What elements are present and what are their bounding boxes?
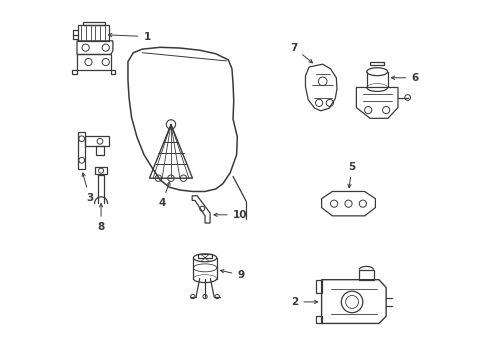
Text: 8: 8	[97, 204, 104, 232]
Text: 7: 7	[290, 43, 312, 63]
Text: 10: 10	[214, 210, 246, 220]
Text: 6: 6	[391, 73, 418, 83]
Text: 3: 3	[82, 173, 93, 203]
Text: 5: 5	[347, 162, 355, 188]
Text: 4: 4	[158, 182, 170, 208]
Text: 9: 9	[220, 270, 244, 280]
Text: 2: 2	[290, 297, 317, 307]
Text: 1: 1	[108, 32, 150, 41]
